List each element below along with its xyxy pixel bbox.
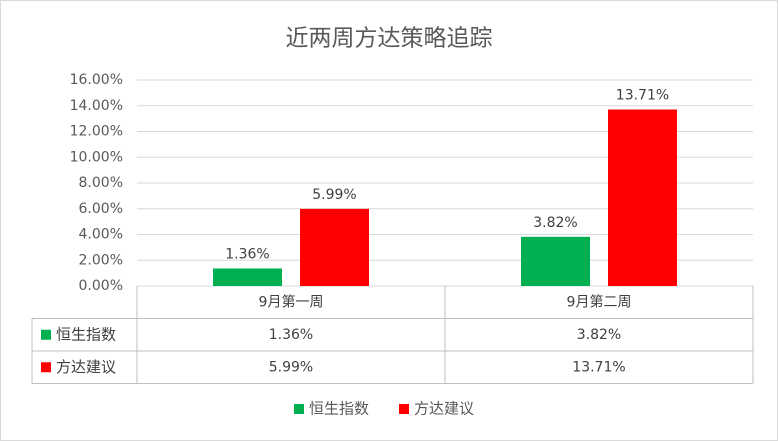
y-tick-label: 0.00% [79,278,123,294]
y-tick-label: 10.00% [70,149,123,165]
data-label: 5.99% [312,187,356,203]
table-cell: 13.71% [572,359,625,375]
table-cell: 3.82% [577,327,621,343]
y-tick-label: 4.00% [79,227,123,243]
legend-key [294,404,304,414]
y-tick-label: 8.00% [79,175,123,191]
table-legend-key [41,362,51,373]
legend-label: 恒生指数 [309,400,369,418]
y-tick-label: 16.00% [70,72,123,88]
bar [300,208,369,286]
table-row-header: 恒生指数 [56,325,116,343]
table-cell: 5.99% [269,359,313,375]
y-tick-label: 2.00% [79,252,123,268]
table-legend-key [41,329,51,340]
bar [521,236,590,286]
data-label: 13.71% [616,87,669,103]
table-cell: 1.36% [269,327,313,343]
y-tick-label: 14.00% [70,98,123,114]
legend-key [399,404,409,414]
bar [608,109,677,286]
table-row-header: 方达建议 [56,358,116,376]
chart-title: 近两周方达策略追踪 [286,26,493,52]
legend-label: 方达建议 [414,400,474,418]
y-tick-label: 6.00% [79,201,123,217]
data-label: 1.36% [225,246,269,262]
x-tick-label: 9月第一周 [259,293,324,310]
y-tick-label: 12.00% [70,124,123,140]
bar [213,268,282,286]
x-tick-label: 9月第二周 [567,293,632,310]
data-label: 3.82% [533,215,577,231]
